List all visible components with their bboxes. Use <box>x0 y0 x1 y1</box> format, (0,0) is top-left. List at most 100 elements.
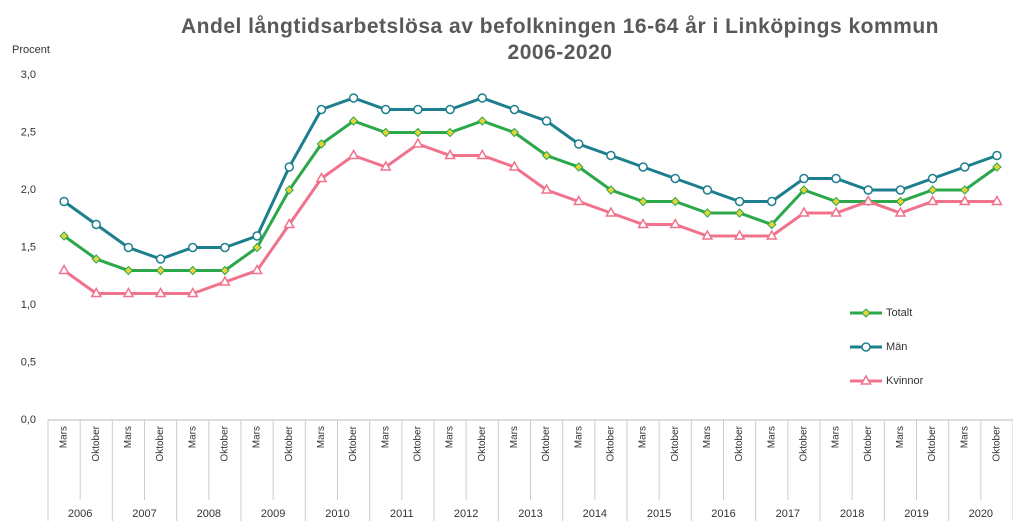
marker <box>316 139 327 149</box>
y-axis-label: Procent <box>12 44 50 56</box>
x-tick-label: Oktober <box>799 425 810 461</box>
marker <box>958 194 971 206</box>
x-tick-label: Oktober <box>670 425 681 461</box>
marker <box>992 162 1002 172</box>
marker <box>702 185 713 195</box>
x-tick-label: Mars <box>187 426 198 448</box>
marker <box>606 185 616 195</box>
marker <box>638 196 648 207</box>
marker <box>574 162 584 172</box>
x-tick-label: Mars <box>509 426 520 448</box>
marker <box>477 93 487 103</box>
series-line <box>63 142 997 295</box>
x-tick-label: Mars <box>766 426 777 448</box>
marker <box>831 173 841 184</box>
chart-title: Andel långtidsarbetslösa av befolkningen… <box>181 15 939 64</box>
x-tick-label: Mars <box>573 426 584 448</box>
marker <box>637 217 649 229</box>
marker <box>347 148 360 160</box>
marker <box>861 308 871 318</box>
x-tick-label: Oktober <box>541 425 552 461</box>
marker <box>252 242 262 253</box>
marker <box>734 208 745 218</box>
year-label: 2006 <box>68 508 92 520</box>
marker <box>830 206 842 217</box>
marker <box>541 150 552 161</box>
x-tick-label: Oktober <box>220 425 231 461</box>
x-tick-label: Oktober <box>863 425 874 461</box>
legend-label: Män <box>886 341 907 353</box>
year-label: 2017 <box>776 508 800 520</box>
marker <box>413 127 423 138</box>
marker <box>445 127 455 138</box>
marker <box>541 116 552 126</box>
marker <box>991 194 1003 206</box>
year-label: 2013 <box>518 508 542 520</box>
marker <box>123 265 134 276</box>
marker <box>348 116 359 126</box>
marker <box>509 104 520 115</box>
marker <box>91 254 101 264</box>
x-tick-label: Mars <box>316 426 327 448</box>
marker <box>960 185 970 195</box>
y-tick-label: 0,5 <box>21 356 36 368</box>
marker <box>509 127 520 138</box>
marker <box>412 137 424 148</box>
marker <box>799 185 809 195</box>
marker <box>894 206 907 217</box>
marker <box>669 217 682 229</box>
marker <box>186 286 199 298</box>
year-label: 2020 <box>969 508 993 520</box>
marker <box>123 242 134 253</box>
marker <box>283 217 296 229</box>
x-tick-label: Oktober <box>348 425 359 461</box>
marker <box>188 265 198 276</box>
marker <box>733 229 746 240</box>
marker <box>476 148 489 160</box>
marker <box>379 160 392 171</box>
marker <box>445 104 455 115</box>
year-label: 2008 <box>197 508 221 520</box>
year-label: 2014 <box>583 508 607 520</box>
marker <box>381 104 391 115</box>
marker <box>574 139 584 149</box>
year-label: 2018 <box>840 508 864 520</box>
marker <box>702 208 713 218</box>
y-tick-label: 2,0 <box>21 184 36 196</box>
marker <box>895 196 906 207</box>
x-tick-label: Mars <box>959 426 970 448</box>
marker <box>670 173 680 184</box>
marker <box>413 104 423 115</box>
marker <box>220 242 230 253</box>
marker <box>58 263 70 275</box>
y-tick-label: 0,0 <box>21 414 36 426</box>
marker <box>767 196 777 207</box>
series-line <box>63 96 998 261</box>
series-line <box>63 119 998 272</box>
x-tick-label: Oktober <box>734 425 745 461</box>
year-label: 2010 <box>325 508 349 520</box>
marker <box>59 231 69 241</box>
marker <box>605 206 617 217</box>
marker <box>154 286 167 298</box>
marker <box>219 275 231 286</box>
marker <box>122 286 135 298</box>
marker <box>251 263 263 275</box>
year-label: 2019 <box>904 508 928 520</box>
x-tick-label: Mars <box>380 426 391 448</box>
marker <box>960 162 970 172</box>
x-tick-label: Mars <box>831 426 842 448</box>
x-tick-label: Mars <box>59 426 70 448</box>
marker <box>767 219 777 230</box>
marker <box>155 265 166 276</box>
marker <box>734 196 745 207</box>
x-tick-label: Oktober <box>992 425 1003 461</box>
marker <box>444 148 456 160</box>
marker <box>992 150 1002 161</box>
x-tick-label: Mars <box>895 426 906 448</box>
marker <box>381 127 391 138</box>
x-tick-label: Oktober <box>477 425 488 461</box>
marker <box>572 194 585 206</box>
